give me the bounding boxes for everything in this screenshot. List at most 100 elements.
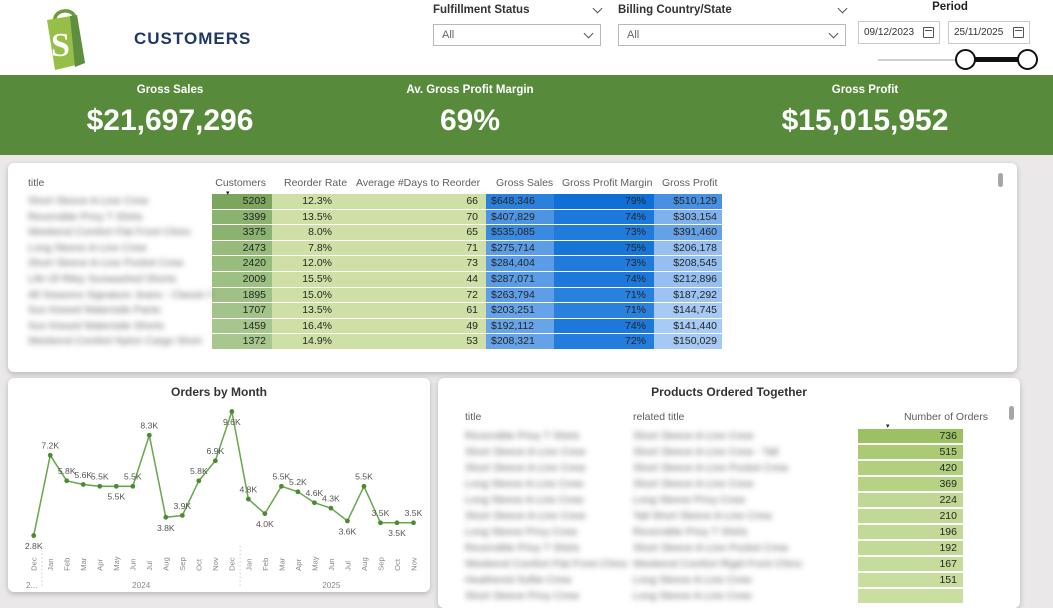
calendar-icon[interactable] (1013, 27, 1024, 38)
kpi-gross-profit-value: $15,015,952 (781, 104, 949, 137)
col-header-product-title[interactable]: title (465, 411, 482, 423)
table-row[interactable]: Long Sleeve A-Line Crew 2473 7.8% 71 $275,71… (8, 240, 1017, 257)
svg-text:Feb: Feb (261, 558, 270, 571)
svg-text:3.5K: 3.5K (388, 528, 406, 538)
table-cell: $407,829 (486, 209, 554, 226)
svg-text:3.5K: 3.5K (405, 508, 423, 518)
table-cell: 75% (554, 240, 654, 257)
svg-text:8.3K: 8.3K (140, 421, 158, 431)
svg-text:6.9K: 6.9K (206, 446, 224, 456)
period-start-date-input[interactable]: 09/12/2023 (858, 21, 940, 44)
list-item[interactable]: Heathered Softie Crew Long Sleeve A-Line … (438, 573, 1020, 589)
chart-title: Orders by Month (170, 385, 267, 399)
table-cell: Heathered Softie Crew (465, 574, 572, 586)
period-slider-handle-start[interactable] (955, 49, 976, 70)
table-cell: Reversible Privy T Shirts (633, 526, 748, 538)
period-label: Period (932, 1, 968, 13)
table-row[interactable]: Sun Kissed Waterside Shorts 1459 16.4% 49 $1… (8, 318, 1017, 335)
table-row[interactable]: Weekend Comfort Nylon Cargo Short 1372 14.… (8, 334, 1017, 350)
svg-text:3.8K: 3.8K (157, 523, 175, 533)
col-header-related-title[interactable]: related title (633, 411, 685, 423)
chevron-down-icon[interactable] (837, 3, 848, 13)
table-cell: 3399 (212, 209, 272, 226)
fulfillment-status-dropdown[interactable]: All (433, 24, 601, 46)
col-header-customers[interactable]: Customers ▾ (215, 177, 266, 197)
col-header-gross-profit[interactable]: Gross Profit (662, 177, 718, 189)
table-cell: Short Sleeve A-Line Pocket Crew (633, 462, 789, 474)
list-item[interactable]: Long Sleeve A-Line Crew Short Sleeve A-Li… (438, 477, 1020, 493)
table-cell: Long Sleeve A-Line Crew (633, 574, 752, 586)
table-row[interactable]: Life Of Riley Sunwashed Shorts 2009 15.5% 4… (8, 271, 1017, 288)
svg-text:Jul: Jul (343, 561, 352, 571)
list-item[interactable]: Reversible Privy T Shirts Short Sleeve A-… (438, 541, 1020, 557)
table-cell: Long Sleeve A-Line Crew (633, 590, 752, 602)
table-cell: $208,545 (654, 256, 722, 272)
kpi-gross-sales: Gross Sales $21,697,296 (0, 84, 340, 138)
period-slider-range[interactable] (965, 57, 1027, 62)
col-header-days-to-reorder[interactable]: Average #Days to Reorder (356, 177, 481, 189)
table-row[interactable]: Short Sleeve A-Line Crew 5203 12.3% 66 $648,… (8, 194, 1017, 210)
products-table-header: title related title Number of Orders ▾ (438, 399, 1020, 430)
svg-text:5.5K: 5.5K (124, 472, 142, 482)
table-cell: 72 (346, 287, 486, 304)
table-cell: 66 (346, 194, 486, 210)
fulfillment-status-label: Fulfillment Status (433, 4, 530, 16)
list-item[interactable]: Long Sleeve A-Line Crew Long Sleeve Privy… (438, 493, 1020, 509)
table-row[interactable]: Weekend Comfort Flat Front Chino 3375 8.0%… (8, 225, 1017, 241)
svg-text:Feb: Feb (63, 558, 72, 571)
products-scrollbar-thumb[interactable] (1009, 406, 1014, 420)
orders-by-month-card: Orders by Month 2.8K Dec 7.2K Jan 5.8K Feb 5.6… (8, 378, 430, 592)
billing-country-dropdown[interactable]: All (618, 24, 846, 46)
col-header-number-of-orders[interactable]: Number of Orders ▾ (886, 411, 988, 430)
kpi-band: Gross Sales $21,697,296 Av. Gross Profit… (0, 75, 1053, 155)
svg-text:Jun: Jun (129, 559, 138, 571)
col-header-gross-profit-margin[interactable]: Gross Profit Margin (562, 177, 653, 189)
kpi-gross-profit-label: Gross Profit (831, 84, 899, 96)
products-together-card: Products Ordered Together title related … (438, 378, 1020, 608)
kpi-gross-profit: Gross Profit $15,015,952 (700, 84, 1030, 138)
table-cell: $510,129 (654, 194, 722, 210)
table-row[interactable]: Reversible Privy T Shirts 3399 13.5% 70 $407… (8, 209, 1017, 226)
table-row[interactable]: Sun Kissed Waterside Pants 1707 13.5% 61 $20… (8, 303, 1017, 319)
table-cell: 79% (554, 194, 654, 210)
calendar-icon[interactable] (923, 27, 934, 38)
period-end-date-input[interactable]: 25/11/2025 (948, 21, 1030, 44)
orders-line-chart[interactable]: 2.8K Dec 7.2K Jan 5.8K Feb 5.6K Mar 5.5K Apr 5.5K M… (8, 400, 430, 592)
list-item[interactable]: Long Sleeve Privy Crew Reversible Privy T… (438, 525, 1020, 541)
table-cell: $287,071 (486, 271, 554, 288)
table-cell: $192,112 (486, 318, 554, 335)
table-cell: 3375 (212, 225, 272, 241)
table-cell: 13.5% (272, 303, 346, 319)
svg-text:5.5K: 5.5K (91, 472, 109, 482)
table-cell: 61 (346, 303, 486, 319)
svg-text:5.8K: 5.8K (190, 466, 208, 476)
svg-text:2.8K: 2.8K (25, 541, 43, 551)
table-cell: 420 (858, 461, 963, 477)
svg-text:5.5K: 5.5K (107, 492, 125, 502)
billing-country-value: All (627, 29, 640, 41)
table-row[interactable]: Short Sleeve A-Line Pocket Crew 2420 12.0%… (8, 256, 1017, 272)
table-cell: Short Sleeve A-Line Crew (465, 446, 586, 458)
period-start-date: 09/12/2023 (864, 27, 915, 38)
table-cell: Short Sleeve A-Line Crew (633, 430, 754, 442)
table-scrollbar-thumb[interactable] (998, 173, 1003, 187)
list-item[interactable]: Short Sleeve A-Line Crew Tall Short Sleev… (438, 509, 1020, 525)
col-header-reorder-rate[interactable]: Reorder Rate (284, 177, 348, 189)
table-cell: 72% (554, 334, 654, 350)
col-header-gross-sales[interactable]: Gross Sales (496, 177, 554, 189)
period-slider-handle-end[interactable] (1017, 49, 1038, 70)
table-cell: $391,460 (654, 225, 722, 241)
list-item[interactable]: Reversible Privy T Shirts Short Sleeve A-… (438, 429, 1020, 445)
chevron-down-icon[interactable] (592, 3, 603, 13)
list-item[interactable]: Weekend Comfort Flat Front Chino Weekend … (438, 557, 1020, 573)
list-item[interactable]: Short Sleeve A-Line Crew Short Sleeve A-L… (438, 445, 1020, 461)
list-item[interactable]: Short Sleeve A-Line Crew Short Sleeve A-L… (438, 461, 1020, 477)
table-cell: Sun Kissed Waterside Shorts (28, 319, 165, 332)
table-cell: Weekend Comfort Rigid Front Chino (633, 558, 803, 570)
svg-text:3.5K: 3.5K (372, 508, 390, 518)
list-item[interactable]: Short Sleeve Privy Crew Long Sleeve A-Lin… (438, 589, 1020, 605)
sort-descending-icon: ▾ (226, 190, 230, 197)
table-row[interactable]: All Seasons Signature Jeans - Classic Fi… (8, 287, 1017, 304)
col-header-title[interactable]: title (28, 177, 45, 189)
products-table-body: Reversible Privy T Shirts Short Sleeve A-… (438, 429, 1020, 605)
